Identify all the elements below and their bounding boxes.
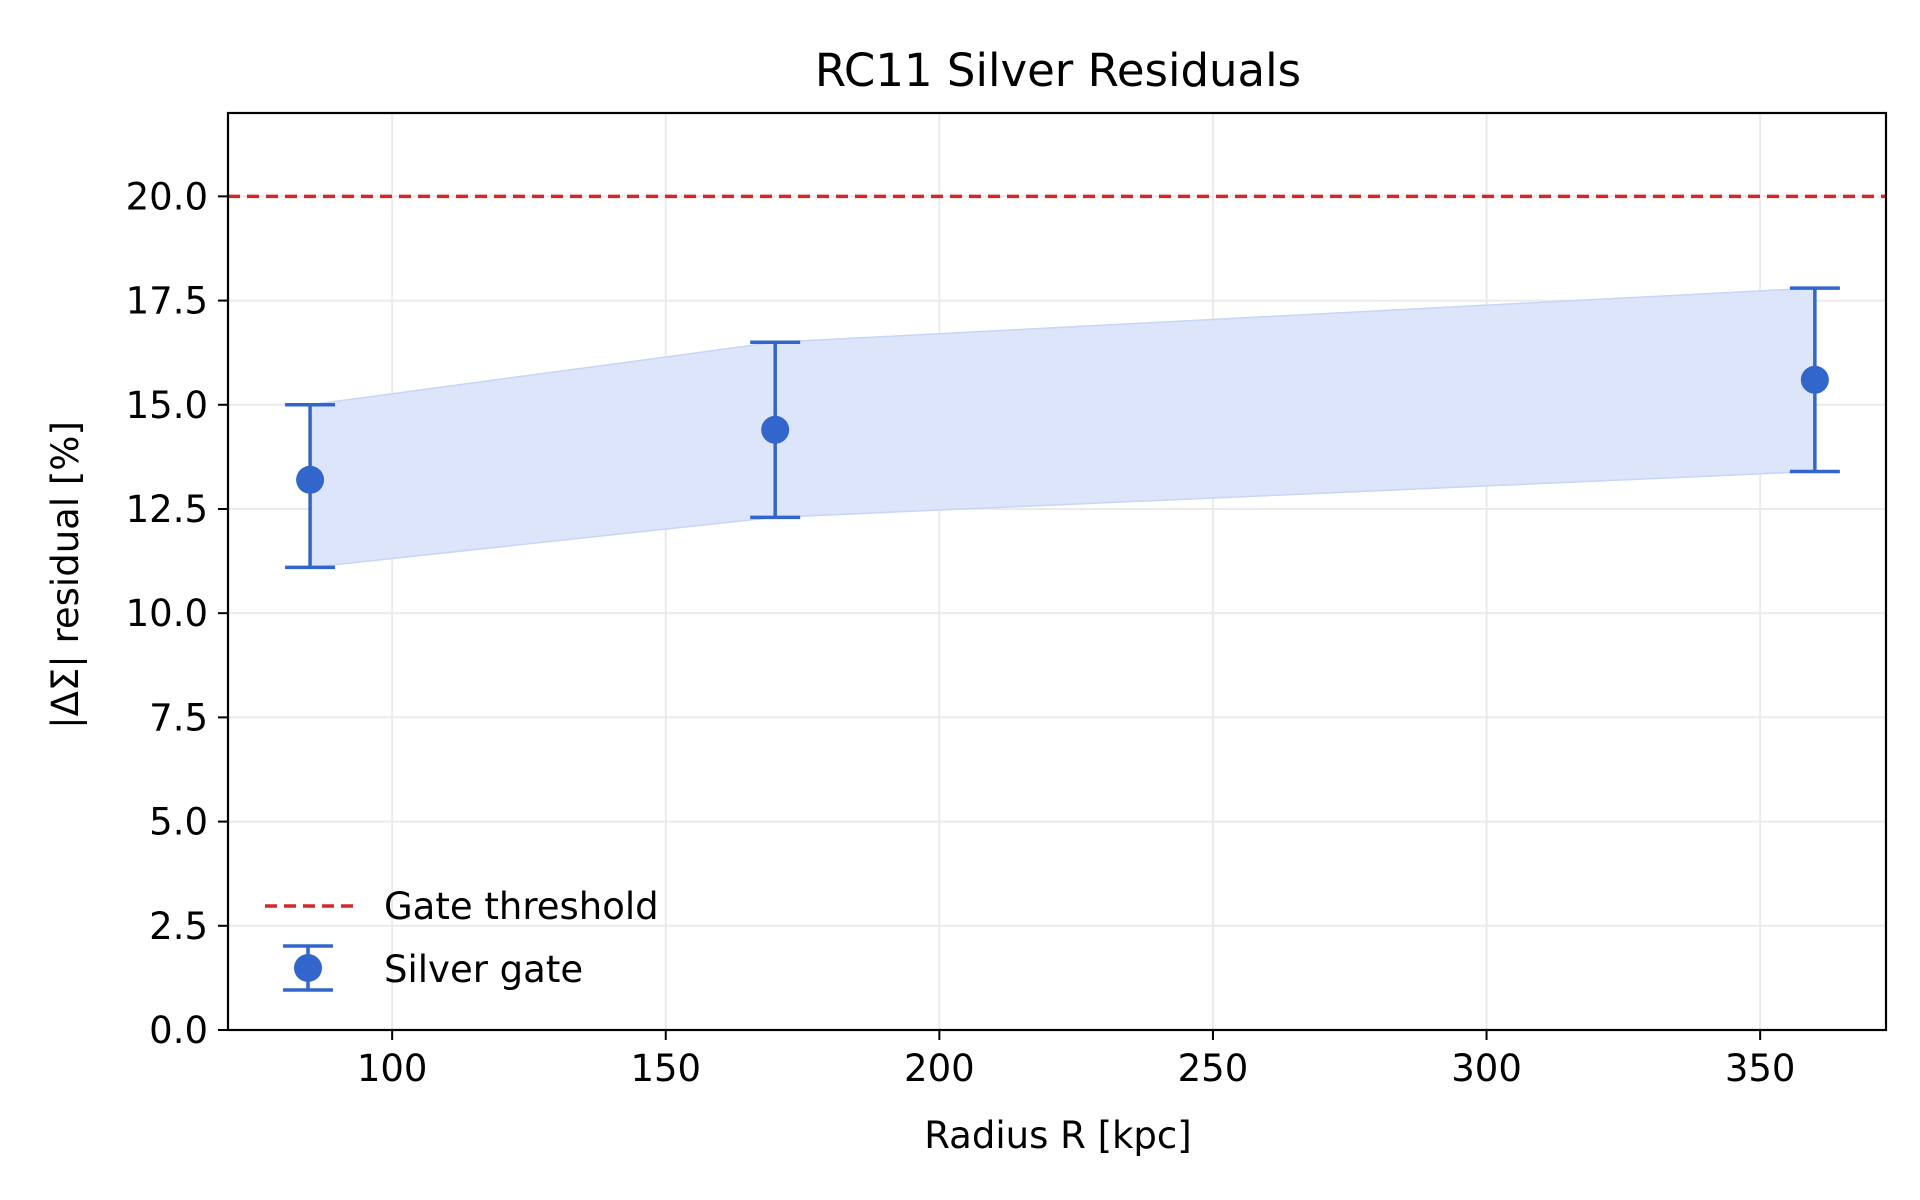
y-tick-label: 15.0 [126, 384, 208, 427]
data-point-errorbar [285, 403, 336, 570]
plot-frame [226, 111, 1888, 1032]
confidence-band [309, 287, 1816, 569]
band-area [309, 287, 1816, 569]
y-tick-label: 5.0 [149, 801, 208, 844]
y-axis-ticks: 0.0 2.5 5.0 7.5 10.0 12.5 15.0 17.5 20.0 [126, 175, 228, 1052]
data-point [761, 415, 790, 444]
chart-title: RC11 Silver Residuals [815, 44, 1301, 97]
x-tick-label: 250 [1178, 1047, 1249, 1090]
x-axis-ticks: 100 150 200 250 300 350 [357, 1030, 1796, 1090]
x-tick-label: 150 [630, 1047, 701, 1090]
data-point-errorbar [750, 340, 801, 520]
data-point-errorbar [1789, 286, 1840, 474]
x-tick-label: 200 [904, 1047, 975, 1090]
data-point [1800, 365, 1829, 394]
y-tick-label: 17.5 [126, 280, 208, 323]
series-layer [285, 286, 1840, 570]
y-tick-label: 20.0 [126, 175, 208, 218]
y-tick-label: 10.0 [126, 592, 208, 635]
x-tick-label: 350 [1725, 1047, 1796, 1090]
legend-silver-gate-label: Silver gate [384, 948, 583, 991]
y-tick-label: 2.5 [149, 905, 208, 948]
legend-silver-gate-swatch [283, 944, 333, 992]
legend-threshold-label: Gate threshold [384, 885, 659, 928]
y-tick-label: 12.5 [126, 488, 208, 531]
y-tick-label: 0.0 [149, 1009, 208, 1052]
y-tick-label: 7.5 [149, 696, 208, 739]
y-axis-label: |ΔΣ| residual [%] [44, 421, 87, 729]
x-axis-label: Radius R [kpc] [924, 1114, 1191, 1157]
x-tick-label: 300 [1451, 1047, 1522, 1090]
x-tick-label: 100 [357, 1047, 428, 1090]
legend: Gate threshold Silver gate [265, 885, 659, 992]
data-point [296, 465, 325, 494]
